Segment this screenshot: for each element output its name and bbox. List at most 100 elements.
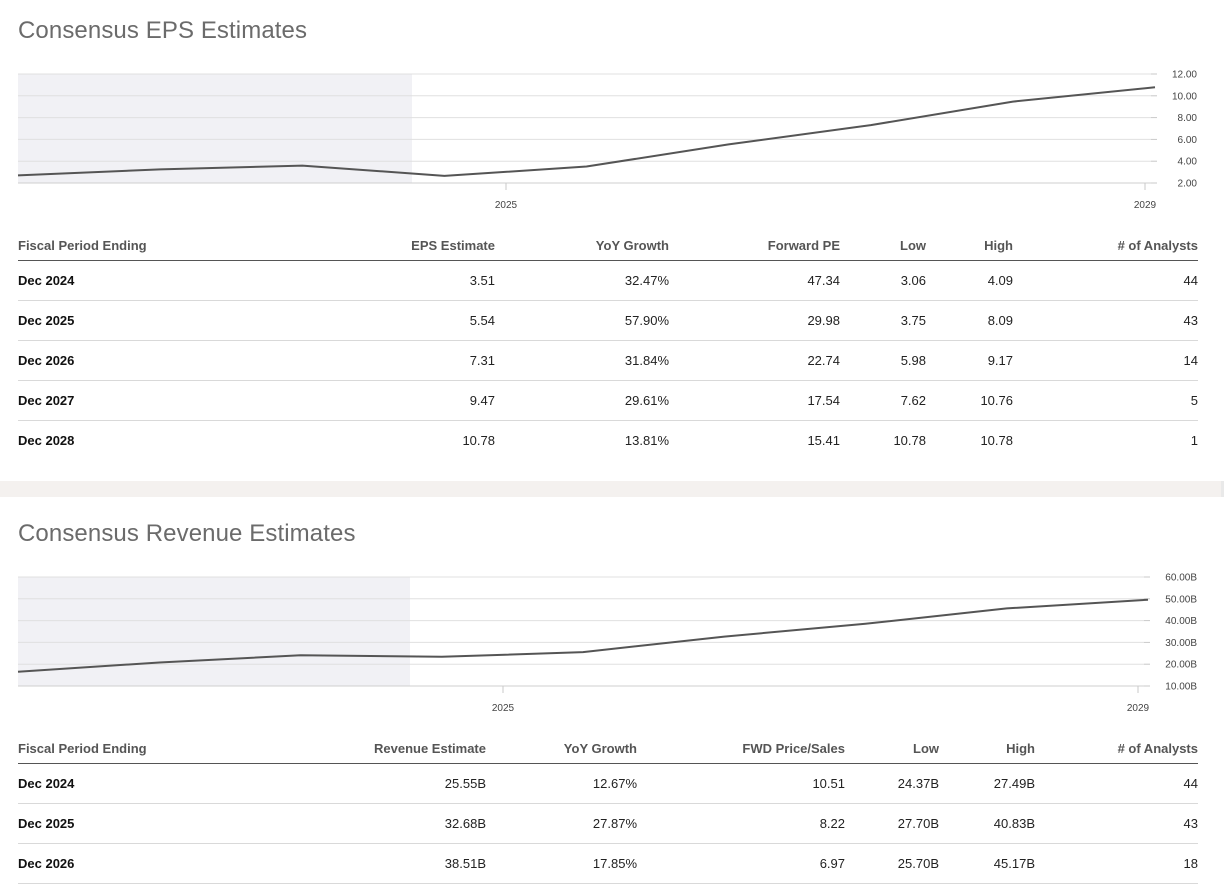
revenue-header-cell: Revenue Estimate — [218, 735, 486, 764]
table-cell: 45.17B — [939, 843, 1035, 884]
table-cell: 24.37B — [845, 763, 939, 804]
table-cell: 18 — [1035, 843, 1198, 884]
revenue-y-tick-label: 30.00B — [1165, 638, 1197, 649]
revenue-estimates-section: Consensus Revenue Estimates 10.00B 20.00B… — [0, 497, 1224, 890]
revenue-header-cell: Fiscal Period Ending — [18, 735, 218, 764]
table-cell: 27.87% — [486, 803, 637, 844]
table-cell: 10.78 — [980, 432, 1013, 448]
fiscal-period-cell: Dec 2026 — [18, 340, 218, 381]
fiscal-period-cell: Dec 2026 — [18, 843, 218, 884]
fiscal-period-cell: Dec 2024 — [18, 260, 218, 301]
eps-line-chart: 2.00 4.00 6.00 8.00 10.00 12.00 2025 2029 — [17, 70, 1198, 211]
table-cell: 7.62 — [840, 380, 926, 421]
table-header-row: Fiscal Period Ending Revenue Estimate YoY … — [18, 735, 1198, 764]
table-cell: 10.76 — [926, 380, 1013, 421]
table-cell: 43 — [1013, 300, 1198, 341]
eps-header-cell: Forward PE — [669, 232, 840, 261]
table-cell: 4.09 — [926, 260, 1013, 301]
revenue-y-tick-label: 20.00B — [1165, 660, 1197, 671]
eps-estimates-table: Fiscal Period Ending EPS Estimate YoY Grow… — [18, 232, 1198, 460]
table-header-row: Fiscal Period Ending EPS Estimate YoY Grow… — [18, 232, 1198, 261]
table-cell: 31.84% — [495, 340, 669, 381]
fiscal-period-cell: Dec 2028 — [18, 432, 75, 448]
table-row: Dec 2025 32.68B 27.87% 8.22 27.70B 40.83B 43 — [18, 803, 1198, 844]
fiscal-period-cell: Dec 2025 — [18, 803, 218, 844]
revenue-header-cell: FWD Price/Sales — [637, 735, 845, 764]
table-cell: 25.70B — [845, 843, 939, 884]
revenue-header-cell: Low — [845, 735, 939, 764]
table-cell: 10.78 — [893, 432, 926, 448]
table-cell: 22.74 — [669, 340, 840, 381]
fiscal-period-cell: Dec 2025 — [18, 300, 218, 341]
eps-x-tick-label: 2025 — [495, 200, 518, 211]
table-cell: 9.17 — [926, 340, 1013, 381]
revenue-x-tick-label: 2025 — [492, 703, 515, 714]
revenue-header-cell: YoY Growth — [486, 735, 637, 764]
table-cell: 7.31 — [218, 340, 495, 381]
table-cell: 10.78 — [462, 432, 495, 448]
table-cell: 14 — [1013, 340, 1198, 381]
revenue-historical-shading — [18, 577, 410, 686]
eps-header-cell: # of Analysts — [1013, 232, 1198, 261]
fiscal-period-cell: Dec 2027 — [18, 380, 218, 421]
table-cell: 5.98 — [840, 340, 926, 381]
table-cell: 29.98 — [669, 300, 840, 341]
table-cell: 6.97 — [637, 843, 845, 884]
table-row: Dec 2026 7.31 31.84% 22.74 5.98 9.17 14 — [18, 340, 1198, 381]
revenue-section-title: Consensus Revenue Estimates — [18, 520, 356, 547]
eps-historical-shading — [18, 74, 412, 183]
eps-estimates-section: Consensus EPS Estimates 2.00 4.00 6.00 8.00… — [17, 17, 1198, 460]
table-cell: 57.90% — [495, 300, 669, 341]
table-cell: 3.51 — [218, 260, 495, 301]
table-row: Dec 2028 10.78 13.81% 15.41 10.78 10.78 1 — [18, 420, 1198, 460]
eps-header-cell: Low — [840, 232, 926, 261]
table-cell: 10.51 — [637, 763, 845, 804]
revenue-y-tick-label: 50.00B — [1165, 594, 1197, 605]
table-cell: 44 — [1035, 763, 1198, 804]
revenue-series-line — [17, 598, 1149, 673]
table-cell: 25.55B — [218, 763, 486, 804]
table-cell: 47.34 — [669, 260, 840, 301]
fiscal-period-cell: Dec 2024 — [18, 763, 218, 804]
table-cell: 3.75 — [840, 300, 926, 341]
table-row: Dec 2027 9.47 29.61% 17.54 7.62 10.76 5 — [18, 380, 1198, 421]
table-cell: 27.70B — [845, 803, 939, 844]
table-cell: 44 — [1013, 260, 1198, 301]
table-cell: 1 — [1190, 432, 1198, 448]
table-cell: 5 — [1013, 380, 1198, 421]
eps-y-tick-label: 8.00 — [1178, 113, 1198, 124]
table-cell: 27.49B — [939, 763, 1035, 804]
table-row: Dec 2024 3.51 32.47% 47.34 3.06 4.09 44 — [18, 260, 1198, 301]
eps-series-line — [17, 86, 1156, 177]
table-cell: 9.47 — [218, 380, 495, 421]
section-divider — [0, 481, 1224, 497]
table-cell: 29.61% — [495, 380, 669, 421]
table-cell: 13.81% — [624, 432, 669, 448]
table-cell: 38.51B — [218, 843, 486, 884]
table-cell: 40.83B — [939, 803, 1035, 844]
eps-y-tick-label: 2.00 — [1178, 179, 1198, 190]
eps-header-cell: High — [926, 232, 1013, 261]
eps-y-tick-label: 12.00 — [1172, 70, 1197, 81]
revenue-line-chart: 10.00B 20.00B 30.00B 40.00B 50.00B 60.00B 2025… — [17, 573, 1197, 714]
table-cell: 32.47% — [495, 260, 669, 301]
table-row: Dec 2025 5.54 57.90% 29.98 3.75 8.09 43 — [18, 300, 1198, 341]
eps-y-tick-label: 10.00 — [1172, 91, 1197, 102]
revenue-y-tick-label: 10.00B — [1165, 682, 1197, 693]
revenue-header-cell: High — [939, 735, 1035, 764]
table-cell: 8.22 — [637, 803, 845, 844]
table-row: Dec 2024 25.55B 12.67% 10.51 24.37B 27.49B 44 — [18, 763, 1198, 804]
revenue-y-tick-label: 60.00B — [1165, 573, 1197, 584]
table-cell: 17.54 — [669, 380, 840, 421]
revenue-y-tick-label: 40.00B — [1165, 616, 1197, 627]
eps-y-tick-label: 4.00 — [1178, 157, 1198, 168]
eps-header-cell: YoY Growth — [495, 232, 669, 261]
table-cell: 3.06 — [840, 260, 926, 301]
revenue-estimates-table: Fiscal Period Ending Revenue Estimate YoY … — [18, 735, 1198, 884]
eps-section-title: Consensus EPS Estimates — [18, 17, 308, 44]
table-cell: 15.41 — [807, 432, 840, 448]
table-cell: 32.68B — [218, 803, 486, 844]
table-cell: 8.09 — [926, 300, 1013, 341]
table-cell: 43 — [1035, 803, 1198, 844]
table-cell: 12.67% — [486, 763, 637, 804]
